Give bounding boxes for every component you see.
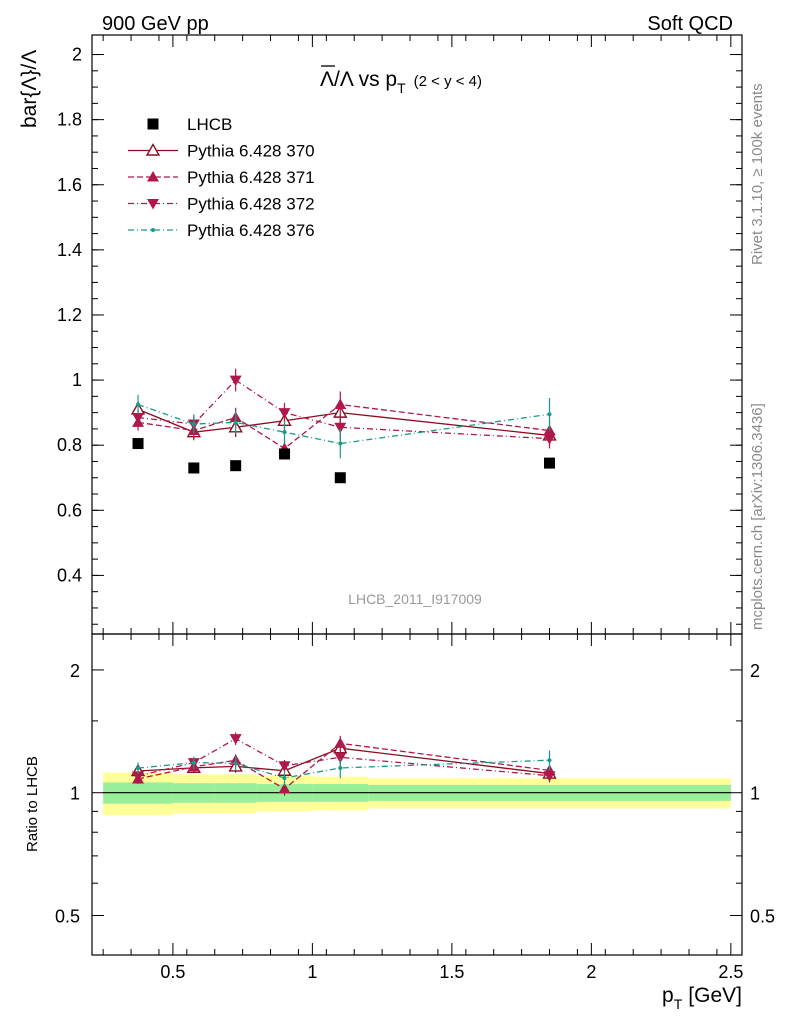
x-tick-label: 2.5: [718, 962, 743, 982]
ratio-point: [229, 734, 242, 745]
legend-label: LHCB: [187, 115, 232, 134]
reference-point: [132, 438, 144, 450]
legend: LHCB Pythia 6.428 370 Pythia 6.428 371 Pyth…: [128, 115, 315, 240]
x-axis-label-sub: T: [674, 996, 683, 1012]
ratio-series-line: [137, 737, 550, 777]
y-tick-label: 0.8: [57, 435, 82, 455]
x-tick-label: 0.5: [160, 962, 185, 982]
legend-entry: Pythia 6.428 376: [128, 221, 315, 240]
ratio-point: [136, 766, 141, 771]
ratio-y-tick-label: 2: [70, 661, 80, 681]
series-point: [334, 398, 347, 409]
ratio-point: [132, 771, 145, 782]
header-left-label: 900 GeV pp: [102, 13, 209, 35]
y-tick-label: 2: [72, 45, 82, 65]
y-tick-label: 1: [72, 370, 82, 390]
y-tick-label: 0.4: [57, 565, 82, 585]
legend-marker: [145, 143, 161, 156]
y-tick-label: 1.8: [57, 110, 82, 130]
x-axis-label-unit: [GeV]: [688, 984, 742, 1007]
x-axis-label: pT [GeV]: [662, 984, 742, 1012]
series-point: [543, 434, 556, 445]
legend-marker: [151, 228, 155, 232]
chart-title-main: Λ/Λ vs p: [320, 68, 397, 91]
series-point: [229, 375, 242, 387]
reference-point: [230, 460, 242, 472]
y-tick-label: 1.6: [57, 175, 82, 195]
legend-marker: [147, 118, 159, 130]
x-tick-label: 1: [307, 962, 317, 982]
ratio-point: [334, 737, 347, 748]
series-line: [137, 408, 550, 437]
y-tick-label: 1.4: [57, 240, 82, 260]
legend-marker: [147, 199, 159, 210]
series-point: [132, 413, 145, 424]
ratio-y-tick-label-right: 2: [750, 661, 760, 681]
ratio-y-tick-label: 1: [70, 784, 80, 804]
y-tick-label: 0.6: [57, 500, 82, 520]
ratio-y-axis-label: Ratio to LHCB: [24, 756, 41, 852]
header-right-label: Soft QCD: [647, 13, 733, 35]
ratio-point: [282, 775, 287, 780]
ratio-y-tick-label-right: 0.5: [750, 906, 775, 926]
chart-title: Λ/Λ vs pT (2 < y < 4): [320, 68, 482, 96]
legend-entry: Pythia 6.428 370: [128, 142, 315, 161]
legend-entry: LHCB: [147, 115, 232, 134]
series-line: [137, 403, 550, 450]
ratio-point: [233, 761, 238, 766]
reference-point: [188, 462, 200, 474]
rivet-version-label: Rivet 3.1.10, ≥ 100k events: [749, 83, 766, 265]
x-tick-label: 1.5: [439, 962, 464, 982]
reference-point: [334, 472, 346, 484]
chart-title-range: (2 < y < 4): [414, 73, 482, 90]
ratio-point: [278, 782, 291, 794]
series-point: [282, 430, 287, 435]
ratio-plot: 0.5 1 1.5 2 2.5 0.5 0.5 1 1 2 2 Ratio to LHCB: [24, 633, 775, 982]
x-axis-label-main: p: [662, 984, 674, 1007]
reference-point: [278, 448, 290, 460]
series-point: [547, 412, 552, 417]
ratio-y-tick-label: 0.5: [55, 906, 80, 926]
legend-entry: Pythia 6.428 371: [128, 168, 315, 187]
reference-point: [544, 457, 556, 469]
series-point: [278, 408, 291, 419]
ratio-series-line: [137, 742, 550, 790]
legend-marker: [147, 171, 159, 182]
chart-title-sub: T: [397, 80, 406, 96]
y-tick-label: 1.2: [57, 305, 82, 325]
ratio-plot-frame: [91, 633, 743, 956]
ratio-point: [191, 760, 196, 765]
ratio-point: [278, 761, 291, 772]
ratio-y-tick-label-right: 1: [750, 784, 760, 804]
legend-entry: Pythia 6.428 372: [128, 195, 315, 214]
legend-label: Pythia 6.428 376: [187, 221, 315, 240]
series-point: [233, 420, 238, 425]
series-point: [334, 422, 347, 434]
ratio-point: [547, 758, 552, 763]
series-point: [338, 441, 343, 446]
legend-label: Pythia 6.428 371: [187, 168, 315, 187]
ratio-point: [338, 765, 343, 770]
ratio-point: [334, 752, 347, 764]
x-tick-label: 2: [586, 962, 596, 982]
analysis-watermark: LHCB_2011_I917009: [348, 591, 482, 607]
main-plot: 0.4 0.6 0.8 1 1.2 1.4 1.6 1.8 2 Λ/Λ vs pT (2 < y …: [18, 34, 743, 635]
series-point: [191, 422, 196, 427]
mcplots-label: mcplots.cern.ch [arXiv:1306.3436]: [749, 403, 766, 630]
legend-label: Pythia 6.428 372: [187, 195, 315, 214]
y-axis-label: bar{Λ}/Λ: [18, 50, 41, 128]
legend-label: Pythia 6.428 370: [187, 142, 315, 161]
series-point: [136, 402, 141, 407]
ratio-point: [543, 771, 556, 782]
series-line: [137, 379, 550, 440]
